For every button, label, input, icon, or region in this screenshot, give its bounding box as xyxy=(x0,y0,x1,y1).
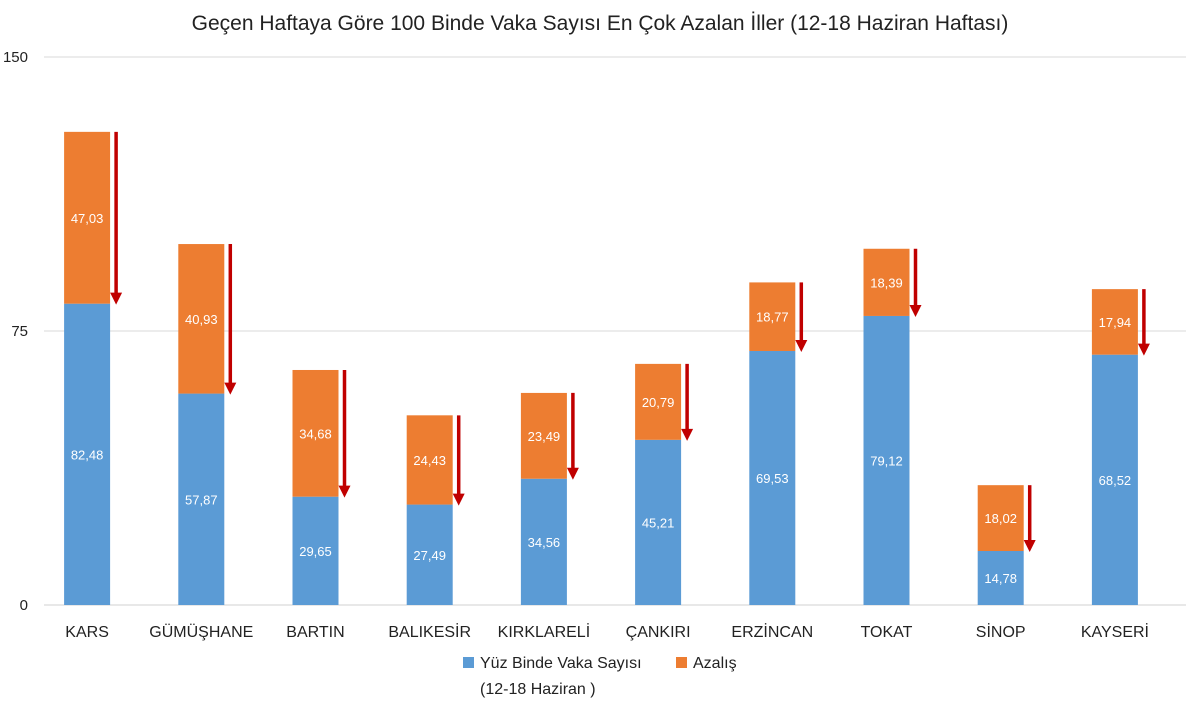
decrease-arrow-head xyxy=(1023,540,1036,553)
x-category-label: GÜMÜŞHANE xyxy=(149,623,253,641)
decrease-arrow-head xyxy=(224,382,237,395)
data-label-blue: 14,78 xyxy=(984,571,1017,586)
bar-orange xyxy=(863,248,910,316)
bar-orange xyxy=(292,369,339,497)
chart-title: Geçen Haftaya Göre 100 Binde Vaka Sayısı… xyxy=(192,12,1009,35)
bar-blue xyxy=(635,439,682,605)
data-label-blue: 57,87 xyxy=(185,492,218,507)
bar-orange xyxy=(635,363,682,440)
legend-swatch-blue xyxy=(463,657,474,668)
data-label-orange: 24,43 xyxy=(413,453,446,468)
x-category-label: ÇANKIRI xyxy=(626,624,691,641)
data-label-blue: 34,56 xyxy=(528,535,561,550)
bars xyxy=(64,131,1138,605)
bar-blue xyxy=(749,350,796,605)
decrease-arrow-head xyxy=(681,428,694,441)
legend-swatch-orange xyxy=(676,657,687,668)
data-label-orange: 34,68 xyxy=(299,426,332,441)
data-label-blue: 27,49 xyxy=(413,548,446,563)
x-category-label: ERZİNCAN xyxy=(731,622,813,641)
data-label-orange: 20,79 xyxy=(642,395,675,410)
data-label-blue: 68,52 xyxy=(1099,473,1132,488)
data-labels: 82,48 47,03 57,87 40,93 29,65 34,68 27,49 24,43… xyxy=(71,211,1131,586)
data-label-blue: 79,12 xyxy=(870,453,903,468)
bar-blue xyxy=(520,478,567,605)
data-label-orange: 23,49 xyxy=(528,429,561,444)
decrease-arrow-head xyxy=(338,485,351,498)
data-label-orange: 18,77 xyxy=(756,310,789,325)
bar-orange xyxy=(178,244,225,394)
decrease-arrow-head xyxy=(566,467,579,480)
y-tick-label: 0 xyxy=(20,597,28,614)
bar-blue xyxy=(863,315,910,605)
x-category-label: KIRKLARELİ xyxy=(498,622,590,641)
data-label-blue: 69,53 xyxy=(756,471,789,486)
bar-orange xyxy=(406,415,453,505)
data-label-blue: 29,65 xyxy=(299,544,332,559)
data-label-orange: 40,93 xyxy=(185,312,218,327)
data-label-orange: 47,03 xyxy=(71,211,104,226)
bar-blue xyxy=(977,551,1024,605)
x-category-label: KAYSERİ xyxy=(1081,622,1149,641)
decrease-arrow-head xyxy=(1137,343,1150,356)
y-tick-label: 150 xyxy=(3,49,28,66)
bar-orange xyxy=(977,485,1024,552)
x-category-label: TOKAT xyxy=(861,624,913,641)
legend-label-line-1: Yüz Binde Vaka Sayısı xyxy=(480,655,642,672)
decrease-arrows xyxy=(110,131,1150,553)
decrease-arrow-head xyxy=(110,292,123,305)
y-axis: 0 75 150 xyxy=(3,49,28,614)
decrease-arrow-head xyxy=(452,493,465,506)
bar-orange xyxy=(520,392,567,479)
decrease-arrow-head xyxy=(795,339,808,352)
x-category-label: BALIKESİR xyxy=(388,622,471,641)
data-label-orange: 18,02 xyxy=(984,511,1017,526)
legend: Yüz Binde Vaka Sayısı (12-18 Haziran ) A… xyxy=(463,655,737,698)
x-axis: KARS GÜMÜŞHANE BARTIN BALIKESİR KIRKLARELİ ÇA… xyxy=(65,622,1149,641)
bar-orange xyxy=(1091,289,1138,355)
data-label-blue: 82,48 xyxy=(71,447,104,462)
bar-blue xyxy=(1091,354,1138,605)
x-category-label: KARS xyxy=(65,624,109,641)
x-category-label: SİNOP xyxy=(976,622,1026,641)
bar-blue xyxy=(178,393,225,605)
legend-label-line-2: (12-18 Haziran ) xyxy=(480,681,596,698)
bar-blue xyxy=(406,504,453,605)
data-label-orange: 17,94 xyxy=(1099,315,1132,330)
y-tick-label: 75 xyxy=(11,323,28,340)
bar-blue xyxy=(292,496,339,605)
data-label-blue: 45,21 xyxy=(642,515,675,530)
legend-label-azalis: Azalış xyxy=(693,655,737,672)
x-category-label: BARTIN xyxy=(286,624,344,641)
decrease-arrow-head xyxy=(909,304,922,317)
bar-orange xyxy=(749,282,796,351)
data-label-orange: 18,39 xyxy=(870,275,903,290)
bar-orange xyxy=(64,131,111,304)
bar-blue xyxy=(64,303,111,605)
